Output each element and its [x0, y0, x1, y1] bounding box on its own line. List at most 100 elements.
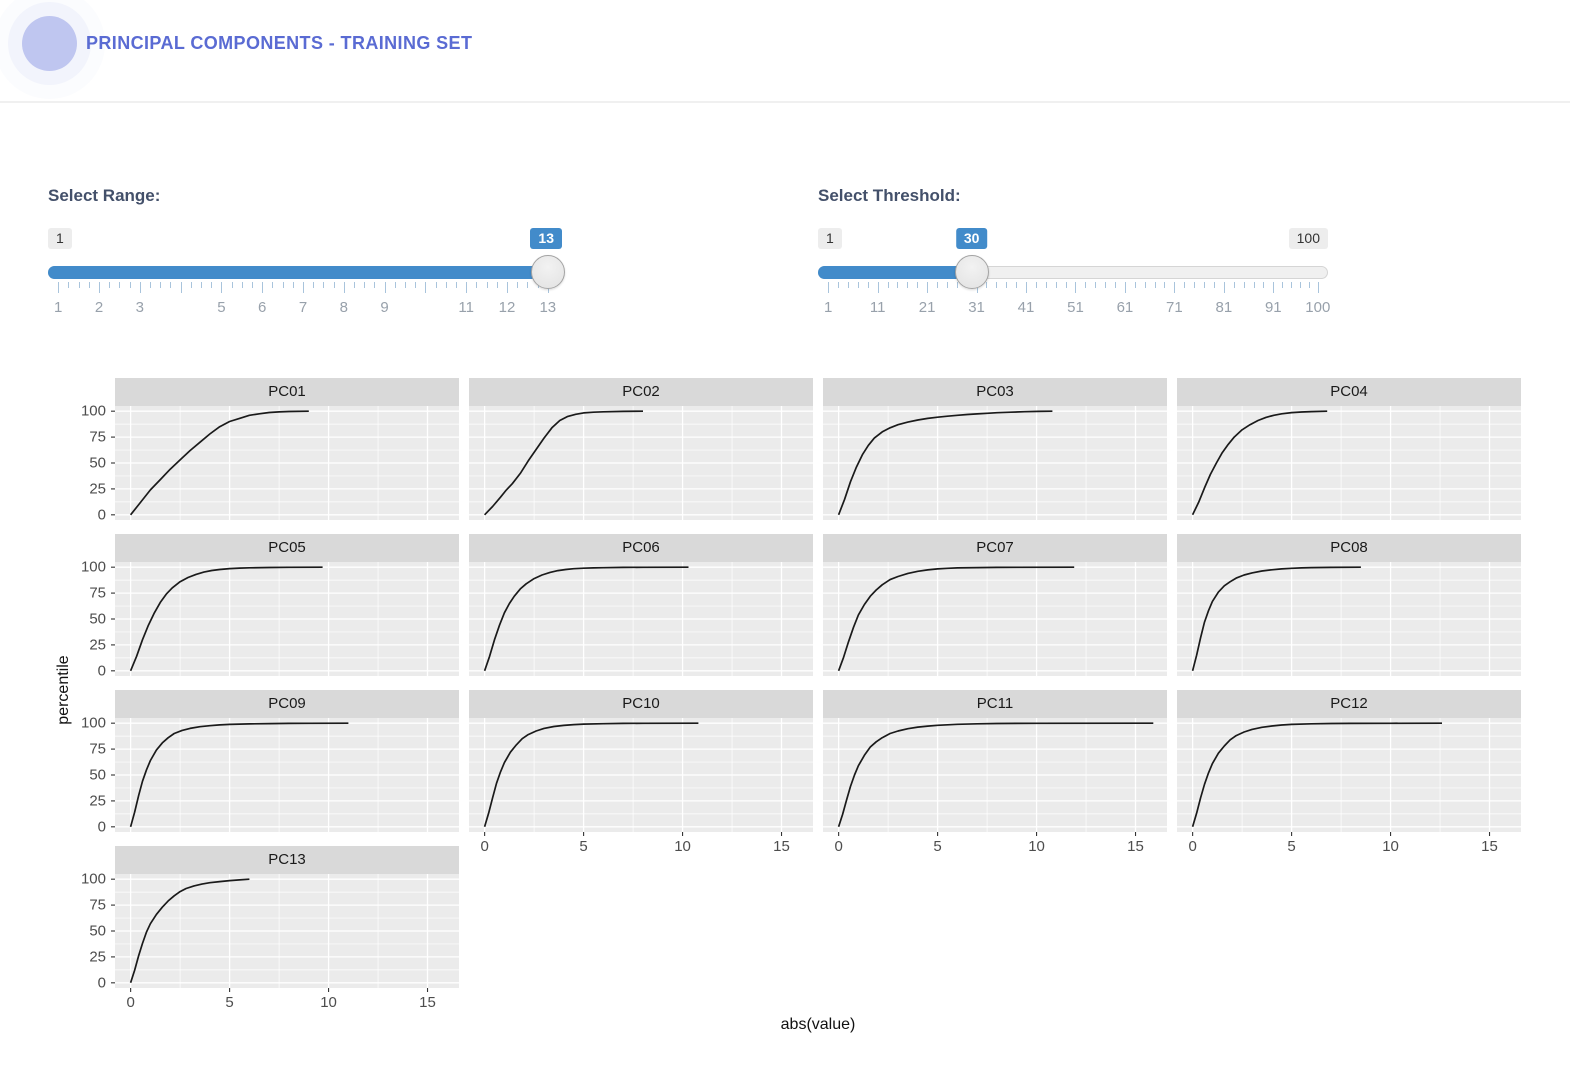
facet-strip: PC01	[115, 378, 459, 406]
facet-panel-pc11: PC11 0 5 10 15	[823, 690, 1167, 855]
slider-tick	[828, 282, 830, 293]
facet-strip: PC10	[469, 690, 813, 718]
y-tick-label: 75	[89, 897, 106, 914]
threshold-slider-handle[interactable]	[954, 255, 989, 289]
slider-minor-tick	[435, 282, 437, 288]
percentile-curve	[837, 410, 1053, 516]
facet-canvas: 0 25 50 75 100	[81, 403, 459, 523]
facet-strip: PC05	[115, 534, 459, 562]
slider-minor-tick	[374, 282, 376, 288]
slider-minor-tick	[241, 282, 243, 288]
facet-canvas: 0 5 10 15	[823, 718, 1167, 855]
slider-minor-tick	[160, 282, 162, 288]
slider-minor-tick	[486, 282, 488, 288]
facet-canvas: 0 25 50 75 100	[81, 559, 459, 679]
slider-tick-label: 61	[1116, 299, 1134, 316]
facet-canvas	[469, 562, 813, 676]
facet-canvas: 0 5 10 15	[469, 718, 813, 855]
facet-strip: PC04	[1177, 378, 1521, 406]
app-header: PRINCIPAL COMPONENTS - TRAINING SET	[0, 0, 1570, 103]
slider-tick	[58, 282, 60, 293]
slider-tick	[1124, 282, 1126, 293]
slider-tick	[180, 282, 182, 293]
slider-minor-tick	[231, 282, 233, 288]
range-slider-handle[interactable]	[530, 255, 565, 289]
percentile-curve	[129, 878, 250, 984]
slider-minor-tick	[1233, 282, 1235, 288]
y-tick-label: 0	[98, 818, 106, 835]
app-logo-circle	[22, 16, 77, 71]
slider-tick-label: 11	[869, 299, 886, 316]
slider-minor-tick	[313, 282, 315, 288]
slider-tick	[139, 282, 141, 293]
facet-strip: PC02	[469, 378, 813, 406]
facet-canvas	[469, 406, 813, 520]
facet-panel-pc04: PC04	[1177, 378, 1521, 520]
slider-minor-tick	[364, 282, 366, 288]
slider-minor-tick	[1035, 282, 1037, 288]
range-slider[interactable]: 1 13 1 2 3 5 6 7 8 9 11 12 13	[48, 186, 565, 326]
slider-minor-tick	[415, 282, 417, 288]
y-tick-label: 75	[89, 741, 106, 758]
slider-minor-tick	[1291, 282, 1293, 288]
x-tick-label: 0	[480, 838, 488, 855]
slider-minor-tick	[88, 282, 90, 288]
facet-panel-pc13: PC13 0 25 50 75 100 0 5 10 15	[81, 846, 459, 1011]
slider-minor-tick	[1006, 282, 1008, 288]
slider-minor-tick	[190, 282, 192, 288]
y-tick-label: 50	[89, 611, 106, 628]
slider-minor-tick	[476, 282, 478, 288]
range-slider-min-badge: 1	[48, 228, 72, 249]
percentile-curve	[1191, 410, 1328, 516]
facet-canvas: 0 25 50 75 100	[81, 715, 459, 835]
percentile-curve	[129, 722, 349, 828]
facet-panel-pc12: PC12 0 5 10 15	[1177, 690, 1521, 855]
slider-tick-label: 6	[258, 299, 267, 316]
slider-minor-tick	[109, 282, 111, 288]
slider-tick	[1317, 282, 1319, 293]
threshold-slider-max-badge: 100	[1288, 228, 1328, 249]
y-tick-label: 25	[89, 792, 106, 809]
facet-panel-pc05: PC05 0 25 50 75 100	[81, 534, 459, 679]
slider-minor-tick	[996, 282, 998, 288]
threshold-slider-bar[interactable]	[818, 266, 972, 279]
facet-canvas	[1177, 562, 1521, 676]
y-tick-label: 25	[89, 480, 106, 497]
facet-strip: PC12	[1177, 690, 1521, 718]
slider-tick	[303, 282, 304, 293]
x-tick-label: 5	[1287, 838, 1295, 855]
slider-minor-tick	[1105, 282, 1107, 288]
slider-minor-tick	[1134, 282, 1136, 288]
facet-strip: PC11	[823, 690, 1167, 718]
slider-tick	[1075, 282, 1077, 293]
page-title: PRINCIPAL COMPONENTS - TRAINING SET	[86, 33, 473, 53]
facet-panel-pc07: PC07	[823, 534, 1167, 676]
slider-minor-tick	[1154, 282, 1156, 288]
slider-tick	[221, 282, 223, 293]
slider-minor-tick	[405, 282, 406, 288]
x-tick-label: 10	[320, 994, 337, 1011]
facet-panel-pc01: PC01 0 25 50 75 100	[81, 378, 459, 523]
facet-canvas	[823, 406, 1167, 520]
slider-minor-tick	[170, 282, 172, 288]
x-tick-label: 5	[933, 838, 941, 855]
slider-tick	[1026, 282, 1028, 293]
percentile-curve	[837, 566, 1075, 672]
threshold-slider[interactable]: 1 100 30 1 11 21 31 41 51 61 71 81 91 100	[818, 186, 1330, 326]
y-tick-label: 50	[89, 455, 106, 472]
facet-strip: PC06	[469, 534, 813, 562]
facet-canvas	[1177, 406, 1521, 520]
slider-minor-tick	[445, 282, 447, 288]
slider-minor-tick	[292, 282, 294, 288]
facet-strip: PC03	[823, 378, 1167, 406]
slider-minor-tick	[907, 282, 909, 288]
slider-minor-tick	[1194, 282, 1196, 288]
slider-minor-tick	[1095, 282, 1097, 288]
y-tick-label: 25	[89, 948, 106, 965]
facet-canvas	[823, 562, 1167, 676]
slider-tick	[99, 282, 100, 293]
slider-minor-tick	[272, 282, 274, 288]
range-slider-bar[interactable]	[48, 266, 548, 279]
x-tick-label: 0	[126, 994, 134, 1011]
facet-panel-pc08: PC08	[1177, 534, 1521, 676]
